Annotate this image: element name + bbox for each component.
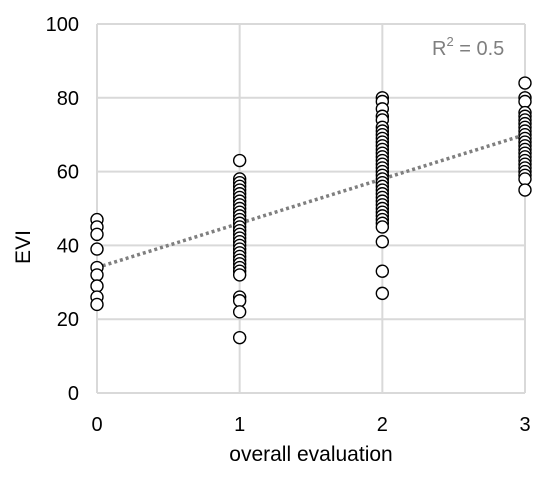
x-tick-label: 2 <box>377 414 388 436</box>
y-tick-label: 100 <box>46 14 79 36</box>
data-point <box>518 172 532 186</box>
x-tick-label: 0 <box>91 414 102 436</box>
y-axis-ticks: 0 20 40 60 80 100 <box>46 14 79 405</box>
r-squared-label: R <box>432 38 446 60</box>
data-point <box>375 264 390 278</box>
x-axis-title: overall evaluation <box>229 443 392 466</box>
data-point <box>232 294 247 308</box>
x-tick-label: 3 <box>519 414 530 436</box>
data-point <box>232 268 247 282</box>
trendline-layer <box>96 133 526 270</box>
data-point <box>375 220 390 234</box>
y-tick-label: 40 <box>57 235 79 257</box>
y-tick-label: 0 <box>68 383 79 405</box>
gridlines <box>96 23 526 394</box>
r-squared-value: = 0.5 <box>454 38 505 60</box>
y-tick-label: 20 <box>57 309 79 331</box>
data-point <box>518 94 532 109</box>
x-tick-label: 1 <box>234 414 245 436</box>
data-point <box>375 235 390 249</box>
data-point <box>90 297 104 312</box>
y-tick-label: 80 <box>57 88 79 110</box>
data-point <box>518 76 532 90</box>
data-point <box>232 330 247 345</box>
data-point <box>375 286 390 301</box>
y-tick-label: 60 <box>57 162 79 184</box>
data-point <box>90 242 104 256</box>
linear-trendline <box>96 133 526 270</box>
data-point <box>518 183 532 197</box>
y-axis-title: EVI <box>12 230 35 264</box>
data-point <box>232 153 247 168</box>
x-axis-ticks: 0 1 2 3 <box>91 414 530 436</box>
r-squared-superscript: 2 <box>446 34 453 49</box>
data-point <box>232 305 247 319</box>
data-point <box>90 227 104 242</box>
data-point <box>90 268 104 282</box>
r-squared-annotation: R2 = 0.5 <box>432 34 504 60</box>
data-point <box>90 279 104 293</box>
data-points <box>90 76 532 345</box>
